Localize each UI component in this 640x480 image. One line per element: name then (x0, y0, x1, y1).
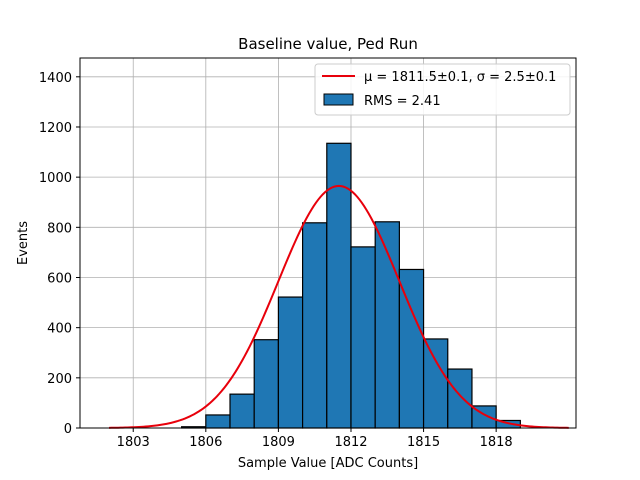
plot-frame (79, 57, 577, 429)
legend: μ = 1811.5±0.1, σ = 2.5±0.1 RMS = 2.41 (314, 63, 571, 116)
y-tick-label: 400 (47, 322, 72, 337)
histogram-bar (398, 268, 425, 429)
x-tick-label: 1809 (262, 435, 295, 450)
legend-histogram-label: RMS = 2.41 (364, 94, 441, 109)
histogram-bar (229, 393, 255, 429)
gaussian-fit-curve (109, 184, 569, 429)
x-axis-ticks: 1803 1806 1809 1812 1815 1818 (117, 428, 513, 450)
y-tick-label: 600 (47, 271, 72, 286)
x-tick-label: 1812 (334, 435, 367, 450)
legend-fit-label: μ = 1811.5±0.1, σ = 2.5±0.1 (364, 70, 556, 85)
y-tick-label: 200 (47, 372, 72, 387)
x-axis-label: Sample Value [ADC Counts] (238, 456, 418, 471)
histogram-bar (326, 142, 352, 429)
legend-box (314, 63, 571, 116)
histogram-bar (253, 339, 280, 429)
legend-fit-label-sigma: σ = 2.5±0.1 (477, 70, 557, 85)
x-tick-label: 1803 (117, 435, 150, 450)
histogram-bar (447, 368, 473, 429)
histogram-bar (277, 296, 304, 429)
y-tick-label: 0 (64, 422, 72, 437)
legend-histogram-swatch (323, 93, 354, 106)
histogram-bar (301, 222, 328, 429)
x-tick-label: 1815 (407, 435, 440, 450)
y-tick-label: 1000 (39, 171, 72, 186)
y-tick-label: 1400 (39, 71, 72, 86)
histogram-bar (205, 414, 231, 429)
x-tick-label: 1818 (480, 435, 513, 450)
y-axis-ticks: 0 200 400 600 800 1000 1200 1400 (39, 71, 80, 437)
x-tick-label: 1806 (189, 435, 222, 450)
histogram-bar (422, 338, 449, 429)
histogram-bar (350, 246, 376, 429)
y-tick-label: 800 (47, 221, 72, 236)
histogram-bar (374, 221, 400, 429)
chart-title: Baseline value, Ped Run (238, 35, 418, 53)
legend-fit-label-mu: μ = 1811.5±0.1, (364, 70, 477, 85)
y-tick-label: 1200 (39, 121, 72, 136)
histogram-bars (181, 142, 521, 429)
y-axis-label: Events (16, 221, 31, 265)
